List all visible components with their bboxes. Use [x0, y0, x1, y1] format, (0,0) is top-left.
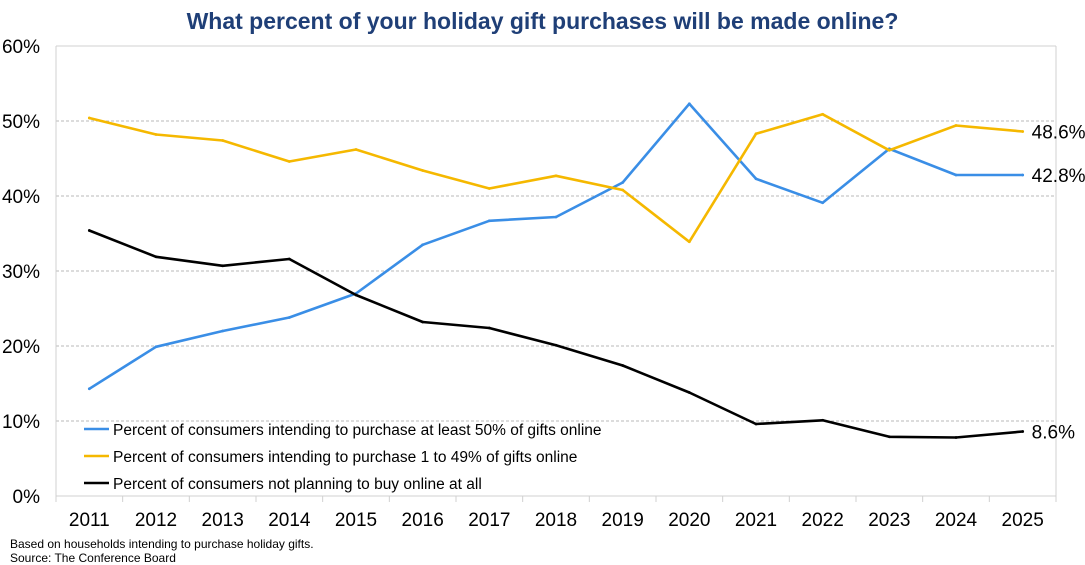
data-point: [487, 187, 491, 190]
series-line-2: [88, 113, 1025, 244]
y-tick-label: 50%: [2, 112, 40, 133]
data-point: [621, 181, 625, 184]
x-tick-label: 2021: [735, 510, 777, 531]
x-tick-label: 2018: [535, 510, 577, 531]
data-point: [87, 229, 91, 232]
data-point: [354, 293, 358, 297]
data-point: [687, 240, 691, 244]
data-point: [554, 215, 558, 219]
data-point: [221, 264, 225, 268]
x-tick-label: 2023: [868, 510, 910, 531]
data-point: [421, 320, 425, 324]
data-point: [621, 364, 625, 367]
data-point: [754, 422, 758, 426]
x-tick-label: 2014: [268, 510, 311, 531]
data-point: [354, 148, 358, 151]
series-line-3: [88, 229, 1025, 439]
end-data-label: 8.6%: [1032, 423, 1075, 444]
data-point: [154, 255, 158, 259]
end-data-label: 48.6%: [1032, 123, 1085, 144]
data-point: [154, 133, 158, 136]
data-point: [421, 243, 425, 247]
x-tick-label: 2017: [468, 510, 510, 531]
series-lines: 42.8% 48.6% 8.6%: [87, 102, 1085, 444]
x-tick-label: 2020: [668, 510, 710, 531]
data-point: [621, 188, 625, 192]
data-point: [954, 436, 958, 439]
data-point: [554, 174, 558, 178]
x-tick-label: 2022: [802, 510, 844, 531]
y-tick-label: 20%: [2, 337, 40, 358]
data-point: [287, 316, 291, 319]
data-point: [687, 391, 691, 394]
data-point: [954, 173, 958, 177]
chart-title: What percent of your holiday gift purcha…: [186, 8, 899, 34]
legend-entry-label: Percent of consumers intending to purcha…: [113, 449, 577, 466]
x-tick-label: 2016: [402, 510, 444, 531]
x-tick-label: 2019: [602, 510, 644, 531]
data-point: [821, 201, 825, 205]
legend: Percent of consumers intending to purcha…: [84, 422, 602, 493]
y-tick-label: 30%: [2, 262, 40, 283]
y-tick-label: 10%: [2, 412, 40, 433]
x-tick-label: 2025: [1002, 510, 1044, 531]
data-point: [887, 148, 891, 152]
legend-entry-label: Percent of consumers intending to purcha…: [113, 422, 602, 439]
data-point: [487, 326, 491, 330]
data-point: [754, 177, 758, 181]
data-point: [687, 102, 691, 106]
end-data-label: 42.8%: [1032, 166, 1085, 187]
footnote-basis: Based on households intending to purchas…: [10, 537, 314, 551]
legend-entry-label: Percent of consumers not planning to buy…: [113, 476, 482, 493]
data-point: [1021, 430, 1025, 433]
data-point: [287, 160, 291, 163]
gridlines: [56, 45, 1056, 422]
data-point: [87, 116, 91, 120]
x-tick-label: 2015: [335, 510, 377, 531]
y-tick-label: 0%: [13, 487, 41, 508]
axes: 0% 10% 20% 30% 40% 50% 60% 2011 2012 2013 2014 2015…: [2, 37, 1057, 531]
data-point: [487, 219, 491, 223]
data-point: [287, 257, 291, 261]
x-tick-label: 2013: [202, 510, 244, 531]
data-point: [154, 345, 158, 349]
data-point: [554, 343, 558, 347]
data-point: [1021, 173, 1025, 177]
data-point: [1021, 130, 1025, 133]
x-tick-label: 2012: [135, 510, 177, 531]
data-point: [754, 132, 758, 136]
data-point: [421, 169, 425, 172]
data-point: [87, 387, 91, 391]
data-point: [954, 124, 958, 127]
x-tick-label: 2024: [935, 510, 978, 531]
footnote-source: Source: The Conference Board: [10, 551, 176, 565]
data-point: [887, 435, 891, 439]
data-point: [821, 112, 825, 116]
y-tick-label: 40%: [2, 187, 40, 208]
y-tick-label: 60%: [2, 37, 40, 58]
data-point: [821, 418, 825, 422]
data-point: [221, 139, 225, 142]
data-point: [221, 329, 225, 333]
x-tick-label: 2011: [69, 510, 110, 531]
